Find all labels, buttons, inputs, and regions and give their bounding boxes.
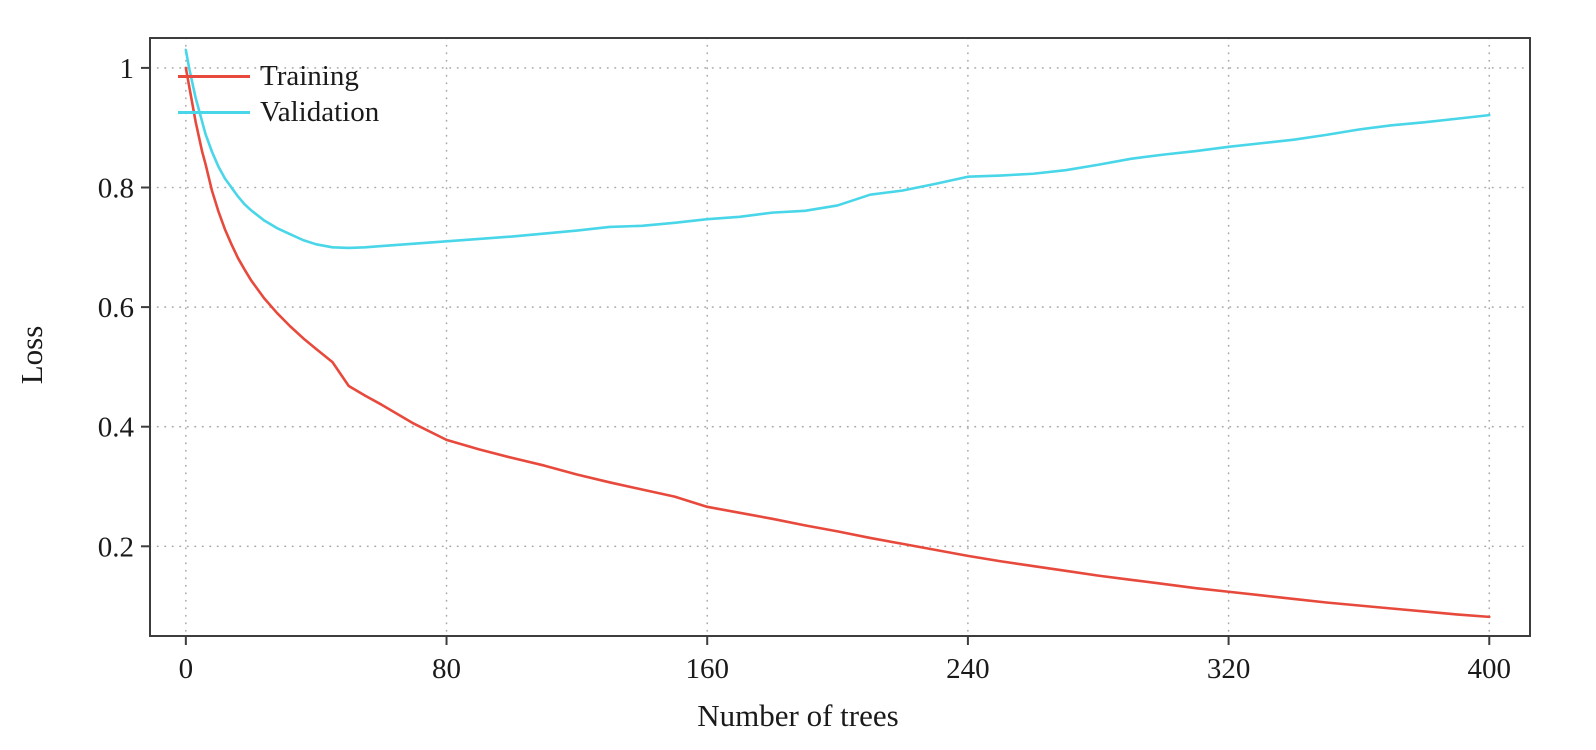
plot-frame xyxy=(149,37,1531,637)
y-tick-label: 0.8 xyxy=(98,173,134,205)
x-tick-label: 320 xyxy=(1207,653,1251,685)
training-line-swatch xyxy=(178,74,250,78)
x-tick-label: 160 xyxy=(685,653,729,685)
training-line xyxy=(184,66,1491,619)
x-tick-label: 80 xyxy=(432,653,461,685)
y-tick-label: 0.2 xyxy=(98,531,134,563)
validation-line-swatch xyxy=(178,110,250,114)
x-tick-label: 0 xyxy=(179,653,194,685)
y-tick-label: 0.6 xyxy=(98,292,134,324)
y-tick-label: 0.4 xyxy=(98,412,135,444)
x-tick-label: 400 xyxy=(1468,653,1512,685)
validation-line xyxy=(184,48,1491,250)
y-axis-label: Loss xyxy=(14,325,49,385)
legend-item-validation: Validation xyxy=(178,96,379,128)
legend-item-training: Training xyxy=(178,60,379,92)
chart-legend: Training Validation xyxy=(178,60,379,128)
x-axis-label: Number of trees xyxy=(697,698,899,733)
legend-label-validation: Validation xyxy=(260,95,380,128)
legend-label-training: Training xyxy=(260,59,359,92)
y-tick-label: 1 xyxy=(120,53,135,85)
x-tick-label: 240 xyxy=(946,653,990,685)
